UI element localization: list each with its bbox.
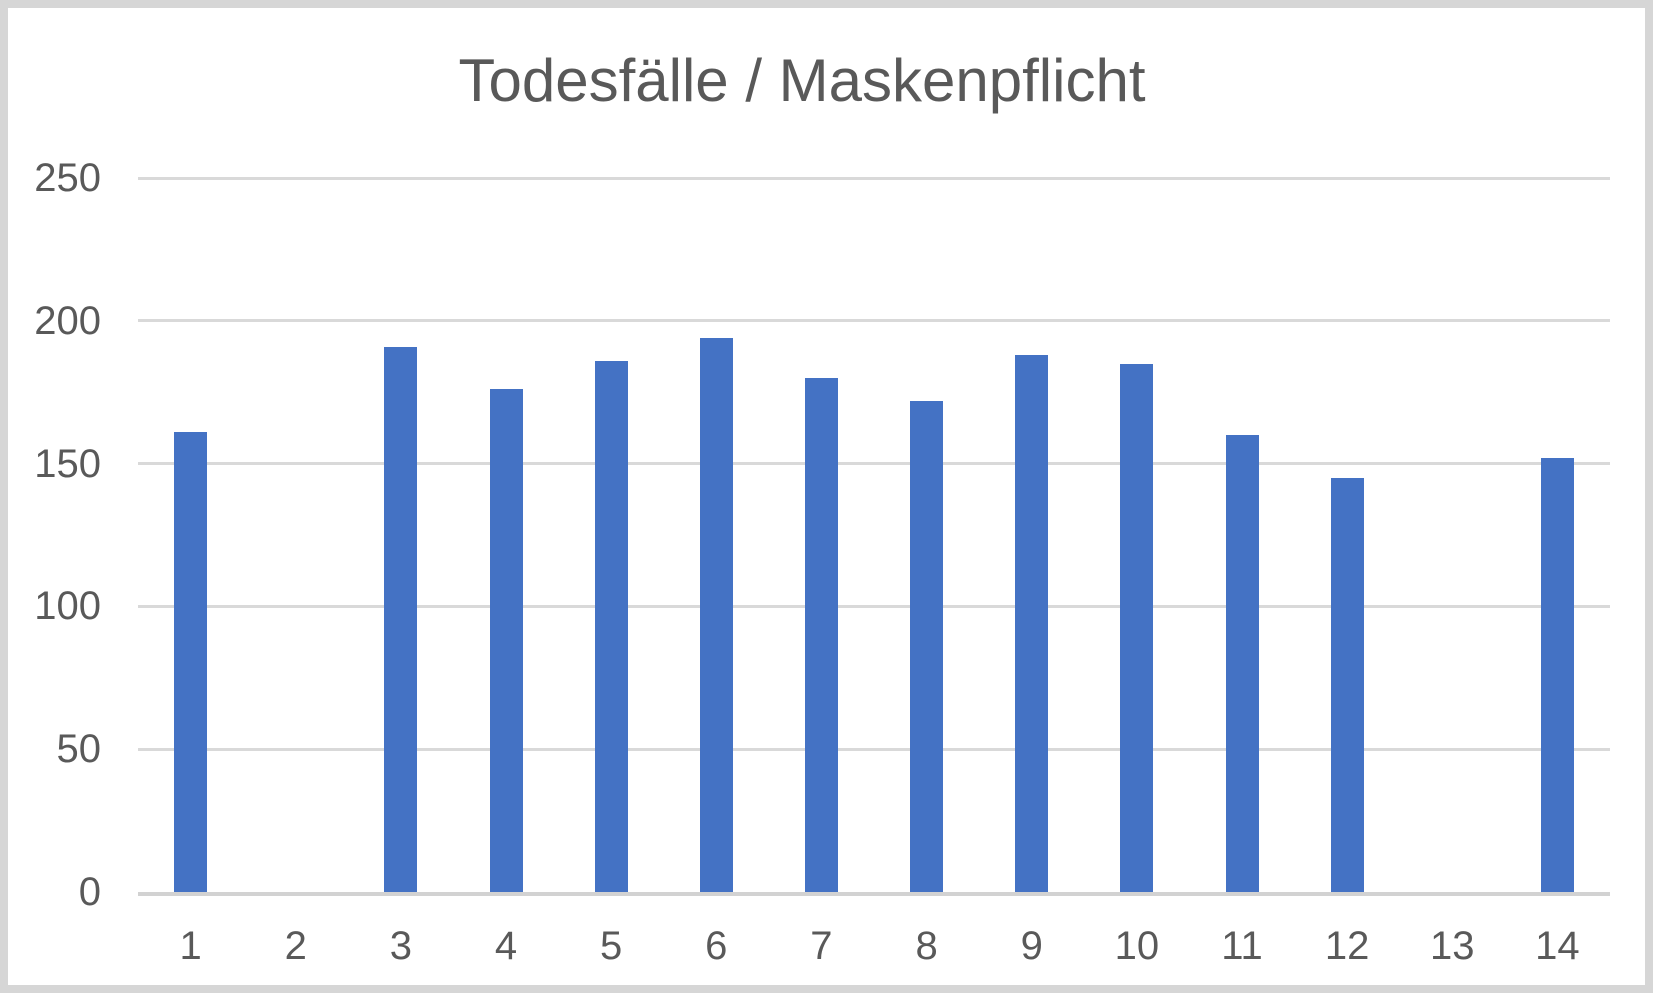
- bar-9: [1015, 355, 1049, 892]
- y-axis-tick-label-50: 50: [56, 727, 102, 772]
- x-axis-tick-label-2: 2: [284, 924, 307, 968]
- bar-7: [804, 377, 838, 892]
- x-axis-tick-label-7: 7: [810, 924, 833, 968]
- x-axis-tick-label-11: 11: [1221, 924, 1263, 968]
- bar-6: [699, 337, 733, 892]
- bar-8: [910, 400, 944, 892]
- y-axis-tick-label-150: 150: [34, 441, 101, 486]
- bar-1: [174, 432, 208, 892]
- x-axis-tick-label-9: 9: [1020, 924, 1043, 968]
- bar-3: [384, 346, 418, 892]
- plot-area: [138, 176, 1610, 896]
- gridline-100: [138, 604, 1610, 608]
- bar-11: [1225, 435, 1259, 892]
- bar-5: [594, 360, 628, 892]
- x-axis-tick-label-5: 5: [600, 924, 623, 968]
- bar-4: [489, 389, 523, 892]
- x-axis-tick-label-10: 10: [1114, 924, 1160, 968]
- x-axis-tick-label-4: 4: [494, 924, 518, 968]
- gridline-50: [138, 747, 1610, 751]
- x-axis-tick-label-13: 13: [1430, 924, 1475, 968]
- x-axis: 1 2 3 4 5 6 7 8 9 10 11 12 13 14: [138, 892, 1610, 972]
- gridline-150: [138, 462, 1610, 466]
- y-axis-tick-label-200: 200: [34, 298, 101, 343]
- y-axis: 0 50 100 150 200 250: [8, 158, 102, 912]
- bar-14: [1540, 457, 1574, 892]
- gridline-250: [138, 176, 1610, 180]
- x-axis-tick-label-6: 6: [705, 924, 728, 968]
- x-axis-tick-label-3: 3: [389, 924, 412, 968]
- x-axis-tick-label-8: 8: [915, 924, 938, 968]
- gridline-200: [138, 319, 1610, 323]
- x-axis-tick-label-1: 1: [179, 924, 202, 968]
- y-axis-tick-label-100: 100: [34, 584, 101, 629]
- y-axis-tick-label-250: 250: [34, 156, 101, 200]
- chart-title: Todesfälle / Maskenpflicht: [458, 47, 1146, 114]
- x-axis-tick-label-12: 12: [1324, 924, 1370, 968]
- bar-10: [1120, 363, 1154, 892]
- y-axis-tick-label-0: 0: [78, 870, 101, 914]
- x-axis-tick-label-14: 14: [1535, 924, 1580, 968]
- bar-12: [1330, 477, 1364, 892]
